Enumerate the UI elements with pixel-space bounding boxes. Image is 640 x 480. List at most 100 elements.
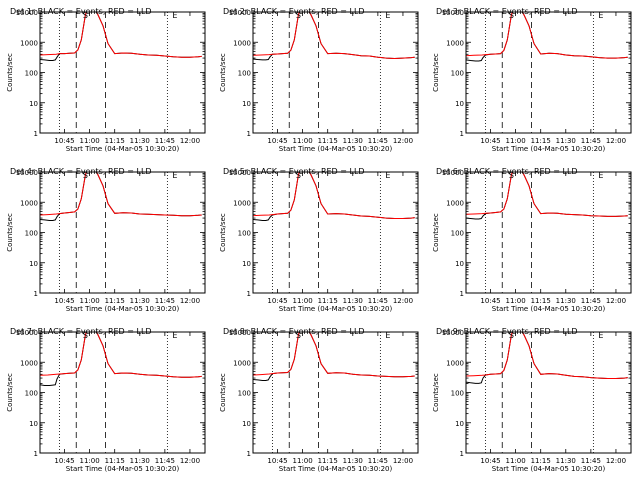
plot-frame	[252, 331, 419, 454]
y-axis-title: Counts/sec	[219, 213, 227, 252]
lld-series-line	[253, 332, 415, 378]
x-tick-label: 10:45	[54, 137, 74, 145]
x-tick-label: 11:30	[343, 137, 363, 145]
x-tick-label: 11:15	[318, 297, 338, 305]
x-tick-label: 11:30	[130, 297, 150, 305]
series-group	[253, 12, 415, 61]
x-tick-label: 11:00	[80, 137, 100, 145]
x-tick-label: 11:00	[506, 297, 526, 305]
lld-series-line	[40, 12, 202, 58]
series-group	[466, 172, 628, 220]
y-tick-label: 10000	[229, 329, 251, 337]
annotation-label: S	[83, 11, 88, 20]
x-tick-label: 11:00	[80, 297, 100, 305]
x-tick-label: 11:15	[531, 137, 551, 145]
y-tick-label: 1	[460, 450, 464, 458]
series-group	[253, 172, 415, 221]
x-tick-label: 11:45	[368, 297, 388, 305]
x-tick-label: 11:30	[556, 297, 576, 305]
y-tick-label: 10	[455, 420, 464, 428]
y-tick-label: 10000	[229, 9, 251, 17]
x-tick-label: 11:45	[581, 137, 601, 145]
x-tick-label: 11:15	[531, 297, 551, 305]
annotation-label: E	[385, 171, 390, 180]
chart-title: Det 6r BLACK = Events, RED = LLD	[436, 167, 578, 176]
plot-frame	[465, 171, 632, 294]
chart-panel: 1 10 100 1000 10000 10:45 11:00 11:15 11:30 11:45…	[6, 167, 206, 313]
x-tick-label: 11:00	[293, 457, 313, 465]
x-tick-label: 12:00	[393, 457, 413, 465]
x-tick-label: 12:00	[393, 137, 413, 145]
x-tick-label: 11:15	[318, 457, 338, 465]
y-tick-label: 10	[29, 100, 38, 108]
annotation-label: S	[296, 11, 301, 20]
x-tick-label: 12:00	[180, 457, 200, 465]
x-tick-label: 12:00	[180, 297, 200, 305]
y-tick-label: 10000	[442, 329, 464, 337]
x-tick-label: 11:30	[556, 137, 576, 145]
x-tick-label: 10:45	[480, 457, 500, 465]
y-tick-label: 1000	[233, 199, 251, 207]
x-axis-title: Start Time (04-Mar-05 10:30:20)	[66, 145, 180, 153]
y-axis-title: Counts/sec	[6, 213, 14, 252]
x-tick-label: 10:45	[480, 137, 500, 145]
y-tick-label: 1000	[446, 199, 464, 207]
series-group	[253, 332, 415, 381]
chart-title: Det 4r BLACK = Events, RED = LLD	[10, 167, 152, 176]
x-tick-label: 11:45	[581, 457, 601, 465]
chart-panel: 1 10 100 1000 10000 10:45 11:00 11:15 11:30 11:45…	[6, 327, 206, 473]
annotation-label: E	[172, 331, 177, 340]
x-tick-label: 12:00	[606, 457, 626, 465]
chart-panel: 1 10 100 1000 10000 10:45 11:00 11:15 11:30 11:45…	[219, 327, 419, 473]
x-tick-label: 11:00	[293, 137, 313, 145]
annotation-label: E	[598, 331, 603, 340]
annotation-label: S	[296, 331, 301, 340]
x-axis-title: Start Time (04-Mar-05 10:30:20)	[279, 145, 393, 153]
x-axis-title: Start Time (04-Mar-05 10:30:20)	[279, 465, 393, 473]
annotation-label: E	[385, 11, 390, 20]
y-tick-label: 10	[242, 420, 251, 428]
annotation-label: E	[385, 331, 390, 340]
lld-series-line	[466, 12, 628, 59]
series-group	[466, 332, 628, 384]
x-tick-label: 11:00	[506, 457, 526, 465]
annotation-label: E	[172, 11, 177, 20]
x-axis-title: Start Time (04-Mar-05 10:30:20)	[279, 305, 393, 313]
lld-series-line	[466, 172, 628, 217]
y-tick-label: 100	[451, 390, 464, 398]
plot-frame	[252, 171, 419, 294]
x-tick-label: 12:00	[606, 137, 626, 145]
y-tick-label: 10000	[16, 329, 38, 337]
y-tick-label: 1	[34, 450, 38, 458]
x-tick-label: 10:45	[267, 297, 287, 305]
lld-series-line	[253, 172, 415, 219]
y-tick-label: 1000	[446, 39, 464, 47]
x-tick-label: 12:00	[606, 297, 626, 305]
plot-frame	[465, 11, 632, 134]
x-tick-label: 11:15	[105, 457, 125, 465]
x-tick-label: 11:15	[531, 457, 551, 465]
x-tick-label: 11:45	[368, 137, 388, 145]
y-axis-title: Counts/sec	[6, 373, 14, 412]
y-tick-label: 1000	[20, 359, 38, 367]
y-tick-label: 10	[29, 260, 38, 268]
x-tick-label: 11:45	[155, 137, 175, 145]
y-tick-label: 1	[34, 290, 38, 298]
plot-frame	[465, 331, 632, 454]
y-tick-label: 100	[238, 390, 251, 398]
y-tick-label: 10000	[442, 9, 464, 17]
y-tick-label: 1	[460, 130, 464, 138]
x-axis-title: Start Time (04-Mar-05 10:30:20)	[492, 145, 606, 153]
x-tick-label: 10:45	[480, 297, 500, 305]
x-tick-label: 10:45	[267, 137, 287, 145]
y-tick-label: 1	[247, 450, 251, 458]
series-group	[466, 12, 628, 62]
y-tick-label: 100	[451, 70, 464, 78]
y-axis-title: Counts/sec	[6, 53, 14, 92]
x-tick-label: 11:30	[343, 297, 363, 305]
chart-title: Det 2r BLACK = Events, RED = LLD	[223, 7, 365, 16]
y-tick-label: 1000	[20, 39, 38, 47]
y-tick-label: 1	[247, 290, 251, 298]
chart-panel: 1 10 100 1000 10000 10:45 11:00 11:15 11:30 11:45…	[432, 167, 632, 313]
